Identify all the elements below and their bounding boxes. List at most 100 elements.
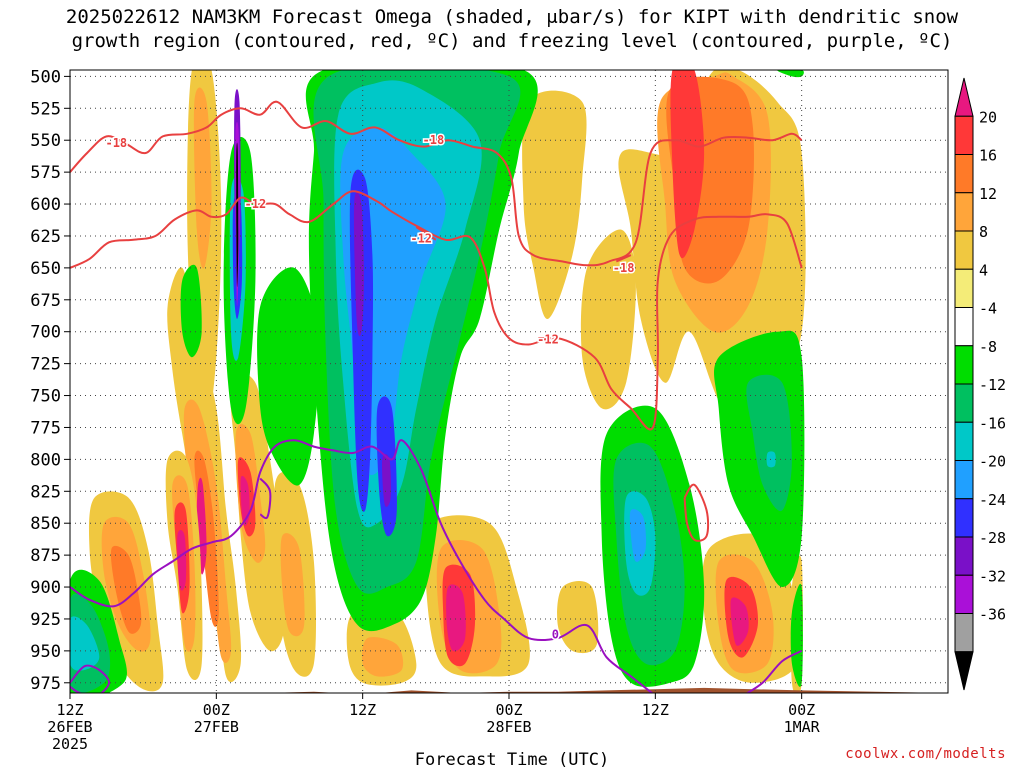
colorbar-label: -32 bbox=[979, 567, 1006, 585]
freezing-level-contour bbox=[259, 477, 272, 520]
omega-region bbox=[257, 267, 320, 486]
omega-region bbox=[193, 87, 212, 269]
y-tick-label: 600 bbox=[30, 195, 61, 215]
freezing-level-contour bbox=[70, 439, 654, 693]
isotherm-contour bbox=[70, 100, 803, 267]
isotherm-contour-label: -12 bbox=[537, 332, 559, 346]
freezing-level-contour bbox=[70, 664, 110, 693]
y-tick-label: 625 bbox=[30, 227, 61, 247]
colorbar-swatch bbox=[954, 230, 974, 270]
x-tick-label: 00Z bbox=[203, 701, 230, 719]
chart-title-line2: growth region (contoured, red, ºC) and f… bbox=[71, 30, 953, 52]
isotherm-contour bbox=[683, 483, 710, 542]
colorbar-label: -28 bbox=[979, 529, 1006, 547]
colorbar: 20 16 12 8 4 -4 -8 -12 -16 -20 -24 -28 -32 -36 bbox=[954, 77, 1006, 691]
plot-area: -18 -12 -12 -18 -12 -18 0 bbox=[70, 70, 948, 693]
colorbar-label: 16 bbox=[979, 147, 997, 165]
isotherm-contour-label: -12 bbox=[245, 197, 267, 211]
colorbar-label: -12 bbox=[979, 376, 1006, 394]
y-tick-label: 675 bbox=[30, 291, 61, 311]
omega-region bbox=[629, 509, 647, 562]
omega-region bbox=[730, 597, 749, 646]
omega-region bbox=[766, 451, 776, 468]
y-tick-label: 825 bbox=[30, 482, 61, 502]
omega-region bbox=[557, 581, 599, 654]
omega-region bbox=[110, 545, 142, 634]
omega-region bbox=[180, 264, 202, 358]
x-tick-label: 12Z bbox=[56, 701, 83, 719]
colorbar-swatch bbox=[954, 307, 974, 347]
colorbar-swatch bbox=[954, 268, 974, 308]
y-tick-label: 900 bbox=[30, 578, 61, 598]
y-tick-label: 650 bbox=[30, 259, 61, 279]
freezing-level-contour bbox=[745, 649, 803, 693]
isotherm-contour bbox=[70, 190, 803, 431]
freezing-level-contour-label: 0 bbox=[552, 627, 559, 641]
colorbar-swatch bbox=[954, 383, 974, 423]
isotherm-contour-label: -12 bbox=[410, 232, 432, 246]
colorbar-label: -36 bbox=[979, 606, 1006, 624]
omega-region bbox=[580, 229, 636, 410]
omega-region bbox=[280, 533, 305, 637]
isotherm-contour bbox=[615, 254, 632, 263]
omega-region bbox=[446, 584, 466, 652]
y-tick-label: 975 bbox=[30, 674, 61, 694]
colorbar-arrow-top bbox=[954, 77, 974, 117]
chart-title-line1: 2025022612 NAM3KM Forecast Omega (shaded… bbox=[65, 6, 959, 28]
y-tick-label: 750 bbox=[30, 387, 61, 407]
colorbar-label: -4 bbox=[979, 300, 997, 318]
omega-region bbox=[777, 70, 804, 78]
x-tick-label: 12Z bbox=[349, 701, 376, 719]
colorbar-swatch bbox=[954, 574, 974, 614]
omega-region bbox=[177, 529, 187, 591]
x-tick-label: 1MAR bbox=[784, 718, 821, 736]
isotherm-contour-label: -18 bbox=[105, 136, 127, 150]
colorbar-label: -16 bbox=[979, 414, 1006, 432]
x-axis-label: Forecast Time (UTC) bbox=[414, 750, 610, 770]
colorbar-swatch bbox=[954, 536, 974, 576]
omega-region bbox=[746, 374, 792, 512]
x-tick-label: 2025 bbox=[52, 735, 88, 753]
y-tick-label: 850 bbox=[30, 514, 61, 534]
omega-region bbox=[382, 454, 392, 507]
y-tick-label: 500 bbox=[30, 67, 61, 87]
omega-region bbox=[361, 637, 404, 677]
colorbar-swatch bbox=[954, 115, 974, 155]
isotherm-contour bbox=[415, 226, 437, 241]
omega-region bbox=[670, 70, 705, 259]
isotherm-contour-label: -18 bbox=[613, 261, 635, 275]
y-tick-label: 725 bbox=[30, 355, 61, 375]
omega-region bbox=[236, 142, 239, 288]
omega-region bbox=[522, 90, 587, 320]
omega-region bbox=[353, 191, 364, 337]
x-tick-label: 00Z bbox=[788, 701, 815, 719]
colorbar-label: -8 bbox=[979, 338, 997, 356]
y-tick-label: 700 bbox=[30, 323, 61, 343]
colorbar-swatch bbox=[954, 345, 974, 385]
x-tick-label: 28FEB bbox=[486, 718, 531, 736]
omega-region bbox=[70, 616, 100, 671]
y-tick-label: 575 bbox=[30, 163, 61, 183]
terrain-surface bbox=[70, 687, 948, 693]
colorbar-swatch bbox=[954, 498, 974, 538]
colorbar-label: -24 bbox=[979, 491, 1006, 509]
colorbar-swatch bbox=[954, 421, 974, 461]
axes: 500 525 550 575 600 625 650 675 700 725 750 775 800 8… bbox=[30, 67, 949, 753]
colorbar-label: 12 bbox=[979, 185, 997, 203]
colorbar-swatch bbox=[954, 154, 974, 194]
y-tick-label: 525 bbox=[30, 99, 61, 119]
colorbar-label: 8 bbox=[979, 223, 988, 241]
isotherm-contour-label: -18 bbox=[423, 133, 445, 147]
colorbar-label: 20 bbox=[979, 108, 997, 126]
source-credit: coolwx.com/modelts bbox=[845, 746, 1006, 762]
omega-region bbox=[240, 475, 250, 526]
omega-region bbox=[790, 583, 803, 687]
x-tick-label: 27FEB bbox=[194, 718, 239, 736]
colorbar-arrow-bottom bbox=[954, 651, 974, 691]
colorbar-swatch bbox=[954, 192, 974, 232]
y-tick-label: 925 bbox=[30, 610, 61, 630]
colorbar-label: -20 bbox=[979, 453, 1006, 471]
x-tick-label: 00Z bbox=[495, 701, 522, 719]
y-tick-label: 950 bbox=[30, 642, 61, 662]
